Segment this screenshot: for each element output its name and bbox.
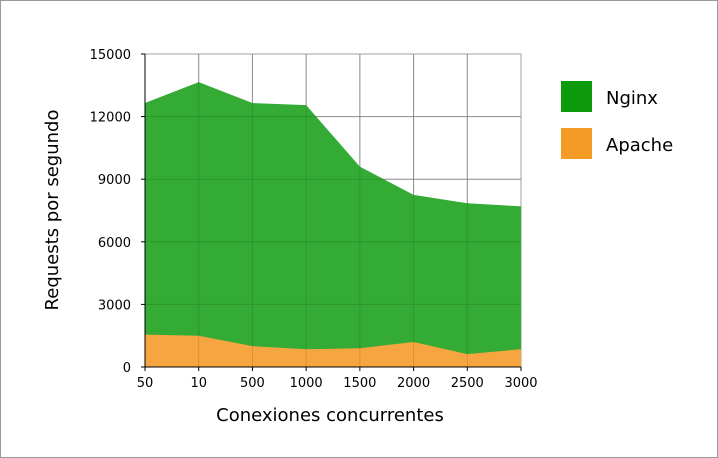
series-areas (145, 54, 522, 368)
legend: Nginx Apache (561, 81, 673, 159)
y-tick-label: 0 (123, 361, 131, 376)
x-tick-label: 500 (240, 376, 265, 391)
area-nginx (145, 82, 521, 368)
legend-label-apache: Apache (606, 135, 673, 156)
legend-swatch-apache (561, 128, 592, 159)
x-tick-label: 3000 (504, 376, 537, 391)
y-tick-label: 6000 (98, 236, 131, 251)
point-nginx-3000 (520, 205, 522, 207)
y-tick-label: 15000 (90, 48, 131, 63)
x-tick-label: 2500 (451, 376, 484, 391)
y-axis-title: Requests por segundo (42, 110, 63, 311)
y-tick-label: 12000 (90, 111, 131, 126)
x-tick-label: 2000 (397, 376, 430, 391)
legend-label-nginx: Nginx (606, 88, 658, 109)
x-tick-label: 10 (190, 376, 207, 391)
tick-labels: 0 3000 6000 9000 12000 15000 50 10 500 1000 1500 20… (90, 48, 538, 391)
y-tick-label: 3000 (98, 298, 131, 313)
x-tick-label: 1000 (290, 376, 323, 391)
y-tick-label: 9000 (98, 173, 131, 188)
x-tick-label: 1500 (343, 376, 376, 391)
point-apache-3000 (520, 348, 522, 350)
x-tick-label: 50 (137, 376, 154, 391)
x-axis-title: Conexiones concurrentes (216, 405, 444, 426)
axes (141, 53, 522, 371)
legend-swatch-nginx (561, 81, 592, 112)
area-apache (145, 334, 521, 367)
